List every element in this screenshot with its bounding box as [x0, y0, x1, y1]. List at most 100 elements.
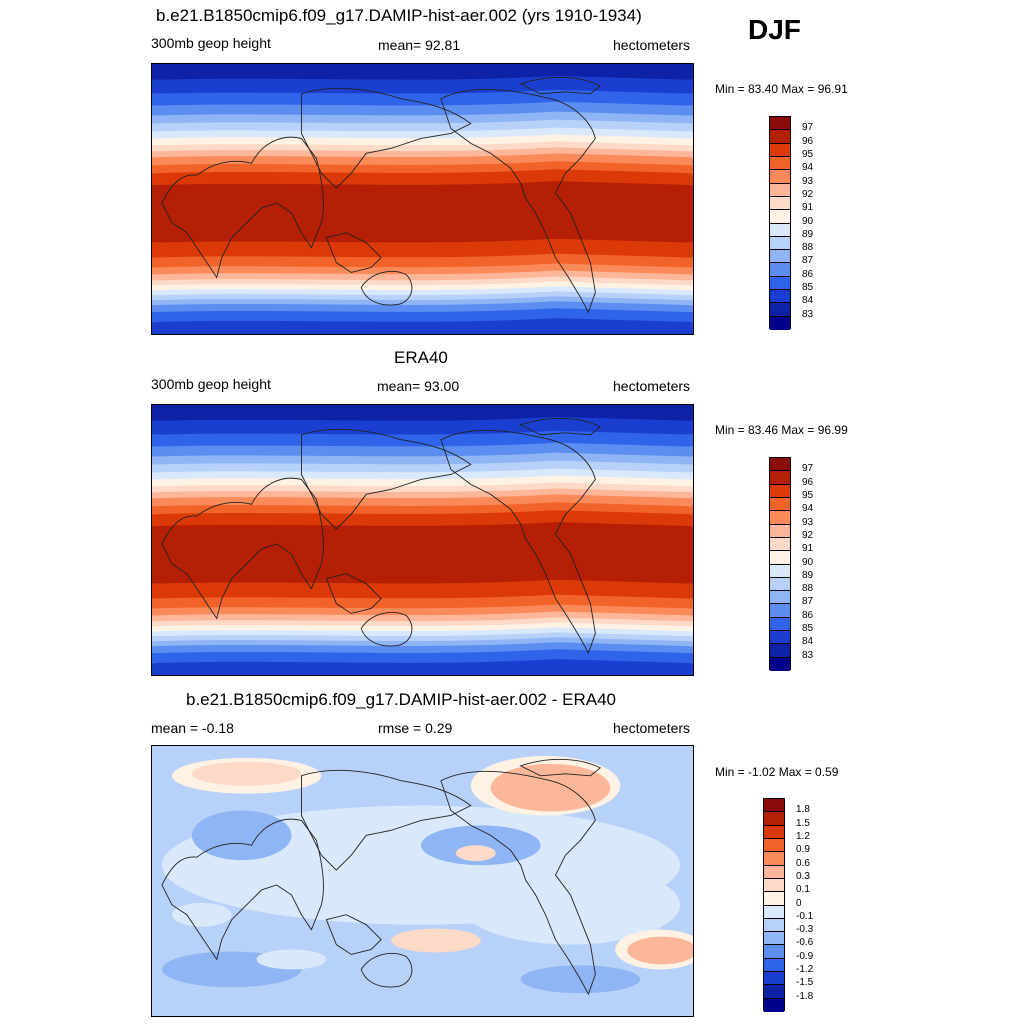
panel-2-variable-label: 300mb geop height: [151, 376, 271, 392]
colorbar-label: 0.9: [796, 844, 810, 856]
colorbar-swatch: [764, 825, 784, 839]
panel-1-colorbar: [769, 116, 791, 330]
colorbar-swatch: [770, 511, 790, 525]
colorbar-swatch: [770, 276, 790, 291]
colorbar-swatch: [770, 156, 790, 171]
colorbar-label: 84: [802, 636, 814, 648]
colorbar-label: 1.2: [796, 830, 810, 842]
panel-3-minmax: Min = -1.02 Max = 0.59: [715, 765, 839, 779]
colorbar-label: 94: [802, 162, 814, 174]
colorbar-label: 0.6: [796, 857, 810, 869]
colorbar-swatch: [770, 524, 790, 538]
colorbar-swatch: [770, 223, 790, 237]
colorbar-label: 91: [802, 543, 814, 555]
colorbar-label: 0.1: [796, 884, 810, 896]
colorbar-swatch: [764, 985, 784, 999]
colorbar-label: 88: [802, 583, 814, 595]
colorbar-label: 92: [802, 188, 814, 200]
panel-2-colorbar: [769, 457, 791, 671]
colorbar-swatch: [770, 130, 790, 144]
colorbar-swatch: [770, 484, 790, 498]
colorbar-label: -1.8: [796, 990, 814, 1002]
colorbar-label: 93: [802, 516, 814, 528]
colorbar-swatch: [770, 458, 790, 472]
colorbar-swatch: [770, 617, 790, 632]
panel-3-title: b.e21.B1850cmip6.f09_g17.DAMIP-hist-aer.…: [186, 690, 616, 709]
colorbar-label: 87: [802, 596, 814, 608]
panel-3-map: [151, 745, 694, 1017]
colorbar-swatch: [764, 972, 784, 986]
colorbar-label: 84: [802, 295, 814, 307]
panel-2-minmax: Min = 83.46 Max = 96.99: [715, 423, 848, 437]
colorbar-label: 83: [802, 308, 814, 320]
panel-1-mean-label: mean= 92.81: [378, 37, 461, 53]
panel-3-mean-label: mean = -0.18: [151, 720, 234, 736]
panel-2-units-label: hectometers: [613, 378, 691, 394]
colorbar-swatch: [770, 303, 790, 317]
colorbar-label: 86: [802, 268, 814, 280]
colorbar-swatch: [770, 196, 790, 211]
colorbar-swatch: [764, 865, 784, 879]
colorbar-swatch: [764, 852, 784, 866]
colorbar-label: 91: [802, 202, 814, 214]
colorbar-label: -0.9: [796, 950, 814, 962]
panel-1-title: b.e21.B1850cmip6.f09_g17.DAMIP-hist-aer.…: [156, 6, 642, 25]
colorbar-swatch: [764, 799, 784, 813]
colorbar-swatch: [770, 604, 790, 618]
colorbar-swatch: [770, 577, 790, 592]
colorbar-swatch: [770, 631, 790, 645]
colorbar-swatch: [770, 143, 790, 157]
colorbar-swatch: [770, 117, 790, 131]
colorbar-swatch: [770, 250, 790, 264]
colorbar-swatch: [770, 537, 790, 552]
colorbar-label: 88: [802, 242, 814, 254]
colorbar-label: 93: [802, 175, 814, 187]
colorbar-label: 1.8: [796, 804, 810, 816]
colorbar-label: 85: [802, 282, 814, 294]
colorbar-swatch: [770, 497, 790, 512]
colorbar-label: 89: [802, 228, 814, 240]
colorbar-label: 97: [802, 463, 814, 475]
colorbar-swatch: [770, 316, 790, 330]
colorbar-label: -0.3: [796, 924, 814, 936]
colorbar-swatch: [770, 471, 790, 485]
panel-1-map: [151, 63, 694, 335]
season-label: DJF: [748, 14, 801, 45]
panel-1-units-label: hectometers: [613, 37, 691, 53]
colorbar-swatch: [770, 551, 790, 565]
colorbar-label: 89: [802, 569, 814, 581]
colorbar-swatch: [764, 998, 784, 1012]
colorbar-swatch: [764, 945, 784, 959]
colorbar-label: 85: [802, 623, 814, 635]
colorbar-label: 1.5: [796, 817, 810, 829]
colorbar-label: 95: [802, 148, 814, 160]
colorbar-label: 96: [802, 476, 814, 488]
panel-2-mean-label: mean= 93.00: [377, 378, 460, 394]
colorbar-label: -0.1: [796, 910, 814, 922]
colorbar-swatch: [770, 290, 790, 304]
colorbar-label: -1.5: [796, 977, 814, 989]
colorbar-swatch: [770, 591, 790, 605]
colorbar-swatch: [770, 564, 790, 578]
colorbar-label: 86: [802, 609, 814, 621]
colorbar-swatch: [770, 657, 790, 671]
panel-3-colorbar: [763, 798, 785, 1012]
colorbar-swatch: [770, 183, 790, 197]
colorbar-swatch: [764, 892, 784, 906]
colorbar-swatch: [764, 918, 784, 933]
panel-2-map: [151, 404, 694, 676]
colorbar-label: 83: [802, 649, 814, 661]
colorbar-swatch: [764, 958, 784, 973]
colorbar-label: 97: [802, 122, 814, 134]
colorbar-label: 0: [796, 897, 802, 909]
colorbar-label: -0.6: [796, 937, 814, 949]
colorbar-swatch: [770, 236, 790, 251]
colorbar-label: 95: [802, 489, 814, 501]
panel-1-variable-label: 300mb geop height: [151, 35, 271, 51]
colorbar-label: 90: [802, 556, 814, 568]
panel-3-rmse-label: rmse = 0.29: [378, 720, 453, 736]
colorbar-label: 92: [802, 529, 814, 541]
colorbar-swatch: [764, 812, 784, 826]
colorbar-swatch: [770, 263, 790, 277]
colorbar-swatch: [764, 932, 784, 946]
